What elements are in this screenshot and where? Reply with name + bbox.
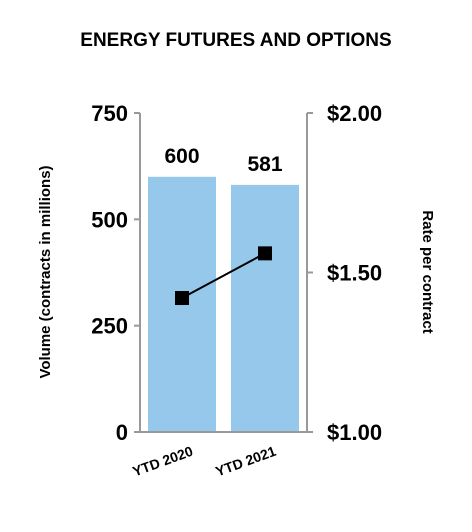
right-axis-tick-label: $1.50 (327, 261, 382, 286)
axes-layer (134, 112, 313, 433)
category-label: YTD 2021 (213, 443, 278, 480)
right-axis-tick-label: $2.00 (327, 101, 382, 126)
volume-bar (231, 184, 299, 432)
labels-layer: 600 581 0 250 500 750 $1.00 $1.50 $2.00 Volume (c… (37, 101, 436, 479)
category-label: YTD 2020 (130, 443, 195, 480)
bar-data-label: 581 (247, 153, 282, 176)
left-axis-tick-label: 500 (91, 207, 128, 232)
chart-title: ENERGY FUTURES AND OPTIONS (80, 30, 392, 51)
bar-data-label: 600 (164, 145, 199, 168)
rate-line (181, 252, 266, 299)
left-axis-tick-label: 250 (91, 314, 128, 339)
left-axis-tick-label: 750 (91, 101, 128, 126)
rate-marker (175, 291, 189, 306)
rate-line-layer (175, 246, 272, 306)
left-axis-title: Volume (contracts in millions) (37, 165, 54, 378)
right-axis-title: Rate per contract (419, 210, 436, 333)
bars-layer (148, 176, 299, 432)
left-axis-tick-label: 0 (116, 420, 128, 445)
rate-marker (258, 246, 272, 261)
right-axis-tick-label: $1.00 (327, 420, 382, 445)
